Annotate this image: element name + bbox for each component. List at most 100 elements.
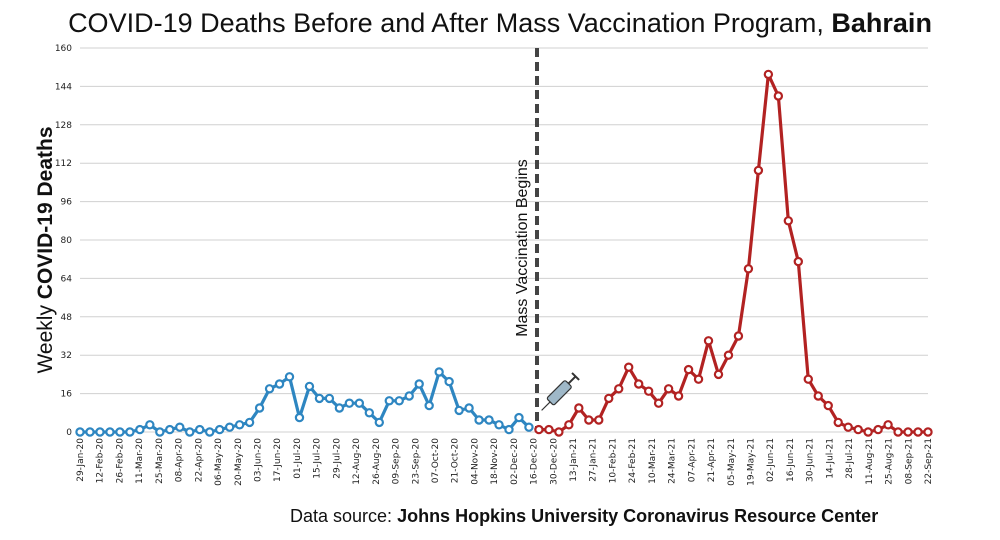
data-point — [125, 427, 135, 437]
x-tick-label: 30-Dec-20 — [549, 438, 559, 485]
data-point — [185, 427, 195, 437]
data-point — [364, 408, 375, 418]
data-point — [155, 427, 165, 437]
data-point — [584, 415, 594, 425]
data-point — [234, 420, 245, 430]
data-point — [374, 417, 384, 428]
x-tick-label: 04-Nov-20 — [470, 438, 480, 485]
x-tick-label: 10-Mar-21 — [648, 438, 658, 484]
data-point — [75, 427, 85, 437]
x-tick-label: 03-Jun-20 — [253, 438, 263, 482]
data-point — [254, 403, 265, 413]
data-point — [444, 376, 454, 387]
data-point — [873, 424, 883, 435]
x-tick-label: 07-Apr-21 — [687, 438, 697, 482]
data-point — [474, 415, 484, 425]
data-point — [913, 427, 923, 437]
x-tick-label: 05-May-21 — [727, 438, 737, 486]
data-point — [544, 424, 554, 435]
x-tick-label: 28-Jul-21 — [845, 438, 855, 479]
x-tick-label: 19-May-21 — [747, 438, 757, 486]
data-point — [135, 424, 145, 435]
data-point — [484, 415, 494, 425]
x-tick-label: 30-Jun-21 — [806, 438, 816, 482]
data-point — [414, 379, 424, 389]
x-tick-label: 21-Apr-21 — [707, 438, 717, 482]
data-point — [653, 398, 664, 408]
data-point — [214, 424, 225, 435]
y-tick-label: 112 — [55, 159, 72, 169]
data-point — [264, 384, 275, 394]
x-tick-label: 16-Dec-20 — [530, 438, 540, 485]
data-point — [643, 386, 654, 396]
x-tick-label: 26-Feb-20 — [115, 438, 125, 484]
data-point — [803, 374, 813, 384]
x-tick-label: 16-Jun-21 — [786, 438, 796, 482]
data-point — [893, 427, 903, 437]
data-point — [614, 384, 624, 394]
vaccination-annotation: Mass Vaccination Begins — [514, 159, 531, 337]
y-tick-label: 80 — [61, 236, 73, 246]
data-point — [923, 427, 933, 437]
series-group — [75, 69, 933, 437]
x-tick-label: 25-Aug-21 — [885, 438, 895, 485]
data-point — [574, 403, 584, 413]
data-point — [763, 69, 774, 80]
data-point — [843, 422, 853, 432]
x-tick-label: 29-Jan-20 — [76, 438, 86, 482]
data-point — [633, 379, 644, 389]
data-point — [454, 405, 464, 416]
series-after-line — [538, 72, 928, 434]
syringe-plunger — [567, 375, 577, 385]
data-point — [284, 372, 295, 382]
data-point — [554, 427, 564, 437]
data-point — [304, 381, 315, 392]
data-point — [294, 412, 305, 423]
x-tick-label: 17-Jun-20 — [273, 438, 283, 482]
x-tick-label: 02-Jun-21 — [766, 438, 776, 482]
x-tick-label: 01-Jul-20 — [293, 438, 303, 479]
x-tick-label: 27-Jan-21 — [589, 438, 599, 482]
data-point — [713, 369, 724, 380]
data-point — [404, 391, 414, 401]
data-point — [693, 374, 704, 384]
data-point — [204, 427, 215, 437]
x-tick-label: 22-Sep-21 — [924, 438, 934, 484]
y-tick-label: 144 — [55, 82, 72, 92]
x-tick-label: 08-Apr-20 — [175, 438, 185, 482]
syringe-barrel — [546, 380, 572, 406]
data-point — [673, 391, 684, 401]
data-point — [274, 379, 285, 389]
data-source: Data source: Johns Hopkins University Co… — [290, 506, 878, 527]
x-tick-label: 26-Aug-20 — [372, 438, 382, 485]
data-point — [85, 427, 95, 437]
y-tick-label: 64 — [61, 274, 73, 284]
x-tick-label: 11-Aug-21 — [865, 438, 875, 485]
data-point — [883, 420, 893, 430]
data-point — [334, 403, 345, 413]
data-point — [524, 422, 534, 432]
y-tick-label: 0 — [66, 428, 72, 438]
data-point — [604, 393, 614, 404]
syringe-icon — [541, 372, 580, 411]
x-tick-label: 09-Sep-20 — [392, 438, 402, 485]
data-source-name: Johns Hopkins University Coronavirus Res… — [397, 506, 879, 526]
data-point — [504, 424, 514, 435]
x-tick-labels: 29-Jan-20 12-Feb-20 26-Feb-20 11-Mar-20 25-M… — [76, 438, 934, 486]
syringe-needle — [541, 401, 551, 411]
x-tick-label: 08-Sep-21 — [904, 438, 914, 484]
chart-title: COVID-19 Deaths Before and After Mass Va… — [0, 8, 1000, 39]
data-point — [165, 424, 175, 435]
x-tick-label: 02-Dec-20 — [510, 438, 520, 485]
data-point — [354, 398, 365, 408]
data-point — [324, 393, 335, 404]
data-point — [244, 417, 255, 428]
x-tick-label: 24-Feb-21 — [628, 438, 638, 483]
x-tick-label: 20-May-20 — [234, 438, 244, 486]
data-point — [384, 396, 394, 406]
data-point — [783, 216, 794, 226]
chart-title-main: COVID-19 Deaths Before and After Mass Va… — [68, 8, 832, 38]
x-tick-label: 21-Oct-20 — [451, 438, 461, 483]
y-tick-label: 128 — [55, 121, 72, 131]
